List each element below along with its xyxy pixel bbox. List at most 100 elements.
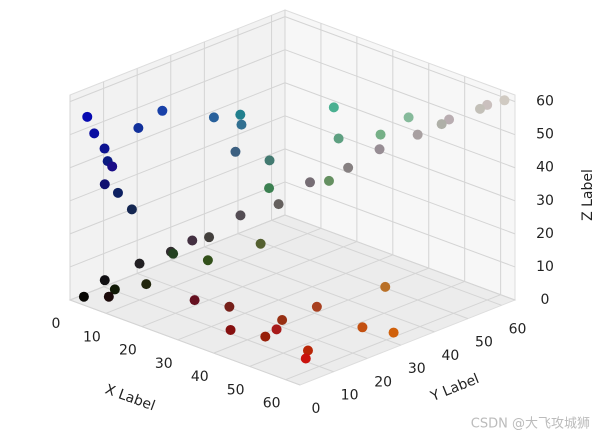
grid-line bbox=[137, 272, 368, 359]
x-tick-label: 50 bbox=[227, 382, 245, 398]
y-tick-label: 20 bbox=[374, 374, 392, 390]
grid-line bbox=[177, 254, 393, 341]
point bbox=[499, 95, 510, 106]
y-axis-label: Y Label bbox=[428, 371, 482, 405]
z-tick-label: 20 bbox=[536, 226, 554, 242]
z-tick-label: 50 bbox=[536, 127, 554, 143]
point bbox=[225, 324, 236, 335]
point bbox=[300, 353, 311, 364]
point bbox=[78, 291, 89, 302]
grid-line bbox=[284, 82, 516, 169]
point bbox=[236, 119, 247, 130]
point bbox=[436, 119, 447, 130]
point bbox=[168, 248, 179, 259]
grid-line bbox=[204, 246, 435, 333]
point bbox=[374, 144, 385, 155]
point bbox=[107, 161, 118, 172]
x-tick-label: 40 bbox=[191, 369, 209, 385]
point bbox=[202, 255, 213, 266]
point bbox=[375, 129, 386, 140]
point bbox=[134, 258, 145, 269]
point bbox=[357, 322, 368, 333]
point bbox=[328, 102, 339, 113]
grid-line bbox=[284, 181, 516, 268]
grid-line bbox=[284, 49, 516, 136]
point bbox=[271, 324, 282, 335]
point bbox=[302, 345, 313, 356]
y-tick-label: 50 bbox=[475, 335, 493, 351]
point bbox=[157, 105, 168, 116]
point bbox=[189, 295, 200, 306]
x-tick-label: 60 bbox=[263, 396, 281, 412]
grid-line bbox=[284, 214, 516, 301]
z-tick-label: 40 bbox=[536, 160, 554, 176]
point bbox=[82, 111, 93, 122]
x-tick-label: 0 bbox=[52, 316, 61, 332]
grid-line bbox=[69, 16, 286, 103]
grid-line bbox=[284, 115, 516, 202]
grid-line bbox=[249, 280, 465, 367]
grid-line bbox=[103, 286, 334, 373]
point bbox=[230, 146, 241, 157]
z-axis-label: Z Label bbox=[580, 169, 596, 221]
point bbox=[264, 183, 275, 194]
point bbox=[412, 129, 423, 140]
point bbox=[305, 177, 315, 188]
point bbox=[235, 109, 246, 120]
watermark: CSDN @大飞攻城狮 bbox=[471, 417, 590, 432]
point bbox=[273, 199, 284, 210]
point bbox=[99, 143, 110, 154]
point bbox=[204, 232, 215, 243]
grid-line bbox=[105, 227, 322, 314]
point bbox=[255, 238, 266, 249]
point bbox=[333, 133, 344, 144]
grid-line bbox=[284, 148, 516, 235]
y-tick-label: 10 bbox=[341, 388, 359, 404]
z-tick-label: 30 bbox=[536, 193, 554, 209]
grid-line bbox=[69, 49, 286, 136]
grid-line bbox=[141, 241, 358, 328]
x-tick-label: 20 bbox=[119, 343, 137, 359]
point bbox=[277, 315, 288, 326]
point bbox=[126, 204, 137, 215]
point bbox=[444, 114, 455, 125]
point bbox=[89, 128, 100, 139]
x-axis-label: X Label bbox=[103, 382, 157, 415]
grid-line bbox=[69, 82, 286, 169]
point bbox=[224, 301, 235, 312]
grid-line bbox=[69, 299, 301, 386]
point bbox=[343, 162, 354, 173]
point bbox=[388, 327, 399, 338]
point bbox=[323, 175, 334, 186]
point bbox=[112, 187, 123, 198]
grid-line bbox=[69, 148, 286, 235]
grid-line bbox=[271, 219, 502, 306]
z-tick-label: 0 bbox=[541, 292, 550, 308]
grid-line bbox=[69, 181, 286, 268]
point bbox=[264, 155, 275, 166]
point bbox=[380, 281, 391, 292]
point bbox=[99, 179, 110, 190]
y-tick-label: 60 bbox=[509, 321, 527, 337]
point bbox=[141, 279, 152, 290]
grid-line bbox=[237, 233, 469, 320]
z-tick-label: 60 bbox=[536, 94, 554, 110]
y-tick-label: 40 bbox=[441, 348, 459, 364]
x-tick-label: 10 bbox=[83, 329, 101, 345]
point bbox=[133, 123, 144, 134]
point bbox=[403, 112, 414, 123]
point bbox=[475, 103, 485, 114]
point bbox=[103, 291, 114, 302]
point bbox=[260, 331, 271, 342]
z-tick-label: 10 bbox=[536, 259, 554, 275]
point bbox=[235, 210, 246, 221]
grid-line bbox=[284, 16, 516, 103]
point bbox=[109, 284, 120, 295]
grid-line bbox=[69, 214, 286, 301]
x-tick-label: 30 bbox=[155, 356, 173, 372]
point bbox=[311, 301, 322, 312]
grid-line bbox=[213, 267, 429, 354]
point bbox=[99, 275, 110, 286]
point bbox=[187, 235, 198, 246]
